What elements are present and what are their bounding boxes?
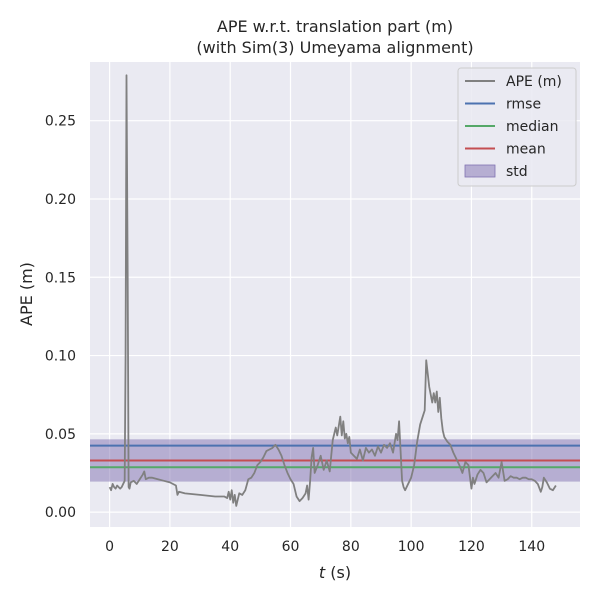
legend-label-mean: mean bbox=[506, 142, 546, 158]
y-tick-label: 0.15 bbox=[45, 270, 76, 286]
chart-title: APE w.r.t. translation part (m) bbox=[217, 17, 453, 36]
legend-label-rmse: rmse bbox=[506, 97, 541, 113]
legend-label-std: std bbox=[506, 164, 528, 180]
legend-label-ape: APE (m) bbox=[506, 74, 562, 90]
legend-box bbox=[457, 67, 577, 187]
x-tick-label: 0 bbox=[105, 539, 114, 555]
legend: APE (m) rmse median mean std bbox=[457, 67, 577, 187]
y-tick-label: 0.05 bbox=[45, 427, 76, 443]
legend-label-median: median bbox=[506, 119, 558, 135]
ape-series-line bbox=[108, 74, 557, 507]
x-axis-label-unit: (s) bbox=[325, 563, 351, 582]
y-tick-label: 0.20 bbox=[45, 192, 76, 208]
x-tick-label: 60 bbox=[282, 539, 300, 555]
x-tick-label: 100 bbox=[398, 539, 425, 555]
x-axis-label-var: t bbox=[319, 563, 326, 582]
y-tick-label: 0.10 bbox=[45, 349, 76, 365]
x-tick-label: 20 bbox=[161, 539, 179, 555]
x-tick-label: 80 bbox=[342, 539, 360, 555]
legend-swatch-std bbox=[464, 164, 496, 178]
x-tick-labels: 0 20 40 60 80 100 120 140 bbox=[105, 539, 545, 555]
y-axis-label: APE (m) bbox=[17, 262, 36, 326]
chart-subtitle: (with Sim(3) Umeyama alignment) bbox=[196, 38, 473, 57]
x-axis-label: t (s) bbox=[319, 563, 351, 582]
y-tick-labels: 0.00 0.05 0.10 0.15 0.20 0.25 bbox=[45, 114, 76, 521]
y-tick-label: 0.25 bbox=[45, 114, 76, 130]
x-tick-label: 120 bbox=[458, 539, 485, 555]
y-tick-label: 0.00 bbox=[45, 505, 76, 521]
x-tick-label: 140 bbox=[518, 539, 545, 555]
x-tick-label: 40 bbox=[221, 539, 239, 555]
